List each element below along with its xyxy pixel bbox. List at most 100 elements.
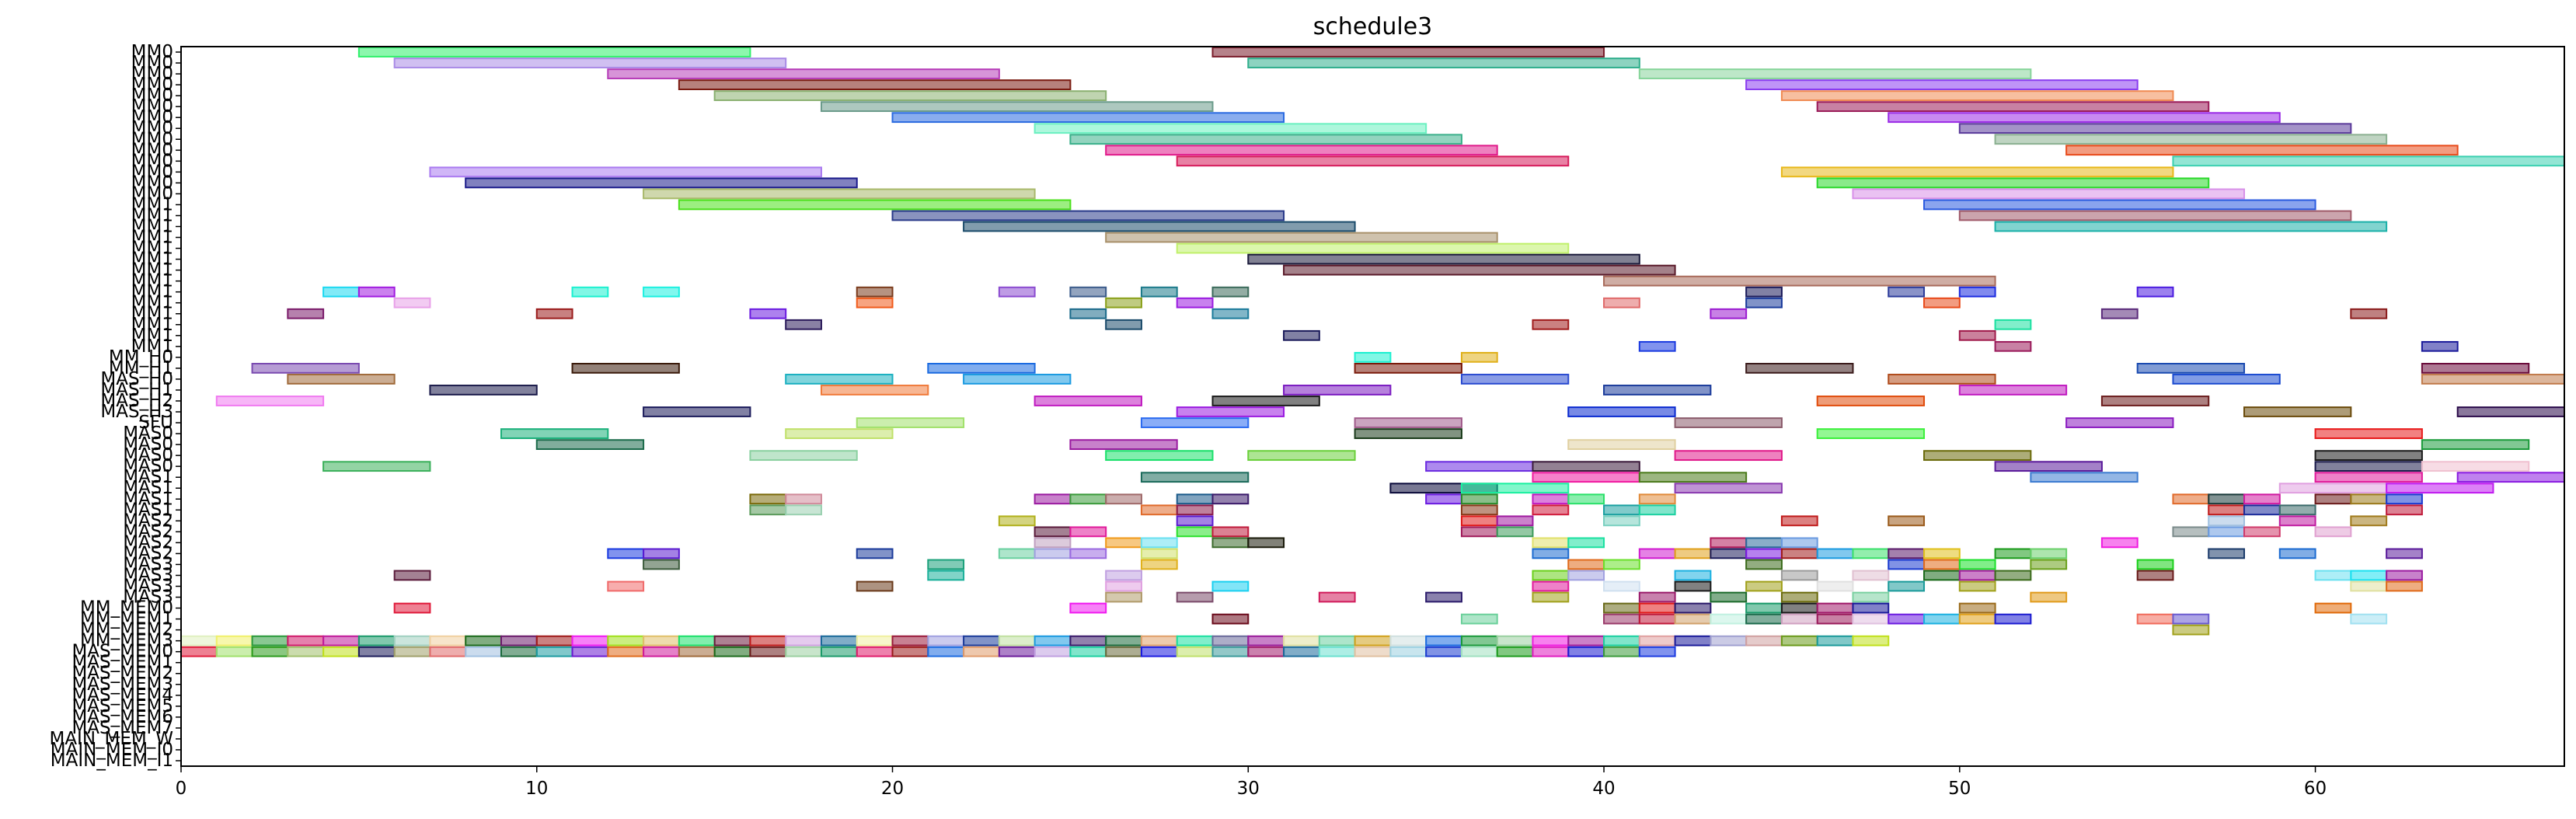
row-label: MM1 [131, 271, 173, 291]
task-bar [678, 635, 716, 646]
task-bar [1532, 580, 1570, 592]
task-bar [1852, 570, 1890, 581]
task-bar [2208, 515, 2246, 527]
task-bar [1211, 613, 1250, 625]
task-bar [1852, 591, 1890, 603]
task-bar [1603, 385, 1712, 396]
task-bar [998, 548, 1036, 559]
chart-title: schedule3 [1313, 13, 1433, 40]
task-bar [465, 635, 502, 646]
task-bar [1176, 242, 1570, 254]
task-bar [1958, 329, 1996, 341]
task-bar [1211, 646, 1250, 657]
task-bar [1603, 580, 1640, 592]
task-bar [1958, 385, 2068, 396]
task-bar [1069, 548, 1107, 559]
task-bar [1496, 526, 1534, 538]
task-bar [1852, 635, 1890, 646]
task-bar [1958, 210, 2352, 221]
task-bar [1674, 570, 1712, 581]
task-bar [1958, 559, 1996, 570]
task-bar [393, 570, 431, 581]
task-bar [1603, 602, 1640, 614]
task-bar [1674, 635, 1712, 646]
task-bar [1105, 232, 1498, 243]
task-bar [1958, 286, 1996, 298]
task-bar [1923, 548, 1961, 559]
task-bar [2314, 461, 2423, 472]
task-bar [1923, 559, 1961, 570]
task-bar [2314, 570, 2352, 581]
task-bar [607, 646, 645, 657]
task-bar [2386, 493, 2423, 505]
task-bar [1852, 188, 2246, 200]
task-bar [1638, 635, 1676, 646]
row-label: MM1 [131, 205, 173, 225]
task-bar [1532, 472, 1640, 483]
task-bar [1780, 90, 2174, 102]
task-bar [1105, 570, 1142, 581]
task-bar [429, 166, 822, 178]
task-bar [643, 559, 680, 570]
task-bar [251, 363, 360, 374]
task-bar [1425, 635, 1462, 646]
task-bar [2136, 286, 2174, 298]
row-label: MAS3 [123, 565, 173, 585]
row-label: MM0 [131, 64, 173, 84]
row-label: MAS2 [123, 543, 173, 563]
task-bar [2421, 363, 2530, 374]
task-bar [713, 90, 1107, 102]
task-bar [1211, 308, 1250, 319]
task-bar [1176, 297, 1214, 308]
task-bar [2278, 483, 2388, 494]
task-bar [1745, 286, 1783, 298]
task-bar [820, 385, 929, 396]
task-bar [1140, 559, 1178, 570]
task-bar [820, 646, 858, 657]
row-label: MM1 [131, 326, 173, 346]
task-bar [1780, 537, 1818, 549]
task-bar [1460, 646, 1498, 657]
x-axis-ticks: 0 10 20 30 40 50 60 [176, 766, 2327, 799]
task-bar [1852, 548, 1890, 559]
task-bar [2172, 624, 2210, 636]
task-bar [2136, 363, 2246, 374]
row-label: MM1 [131, 228, 173, 248]
task-bar [998, 286, 1036, 298]
task-bar [1780, 570, 1818, 581]
task-bar [1710, 591, 1748, 603]
row-label: MAS_MEM1 [71, 653, 173, 673]
task-bar [785, 646, 822, 657]
task-bar [357, 646, 396, 657]
task-bar [1460, 515, 1498, 527]
plot-frame [180, 46, 2565, 767]
task-bar [1247, 450, 1356, 462]
task-bar [1888, 286, 1926, 298]
task-bar [856, 417, 965, 428]
task-bar [571, 286, 609, 298]
task-bar [1460, 493, 1498, 505]
task-bar [1211, 580, 1250, 592]
task-bar [1140, 537, 1178, 549]
task-bar [749, 493, 787, 505]
task-bar [180, 646, 218, 657]
task-bar [2350, 493, 2388, 505]
task-bar [607, 68, 1000, 79]
task-bar [643, 286, 680, 298]
task-bar [643, 646, 680, 657]
task-bar [1816, 602, 1854, 614]
task-bar [2243, 406, 2352, 417]
task-bar [1816, 613, 1854, 625]
task-bar [1994, 548, 2032, 559]
task-bar [357, 286, 396, 298]
task-bar [785, 493, 822, 505]
row-label: MM_H1 [109, 358, 173, 378]
task-bar [1140, 417, 1250, 428]
task-bar [1140, 548, 1178, 559]
task-bar [1638, 472, 1748, 483]
task-bar [1638, 591, 1676, 603]
task-bar [1176, 526, 1214, 538]
task-bar [2421, 461, 2530, 472]
task-bar [1354, 363, 1462, 374]
task-bar [856, 646, 894, 657]
